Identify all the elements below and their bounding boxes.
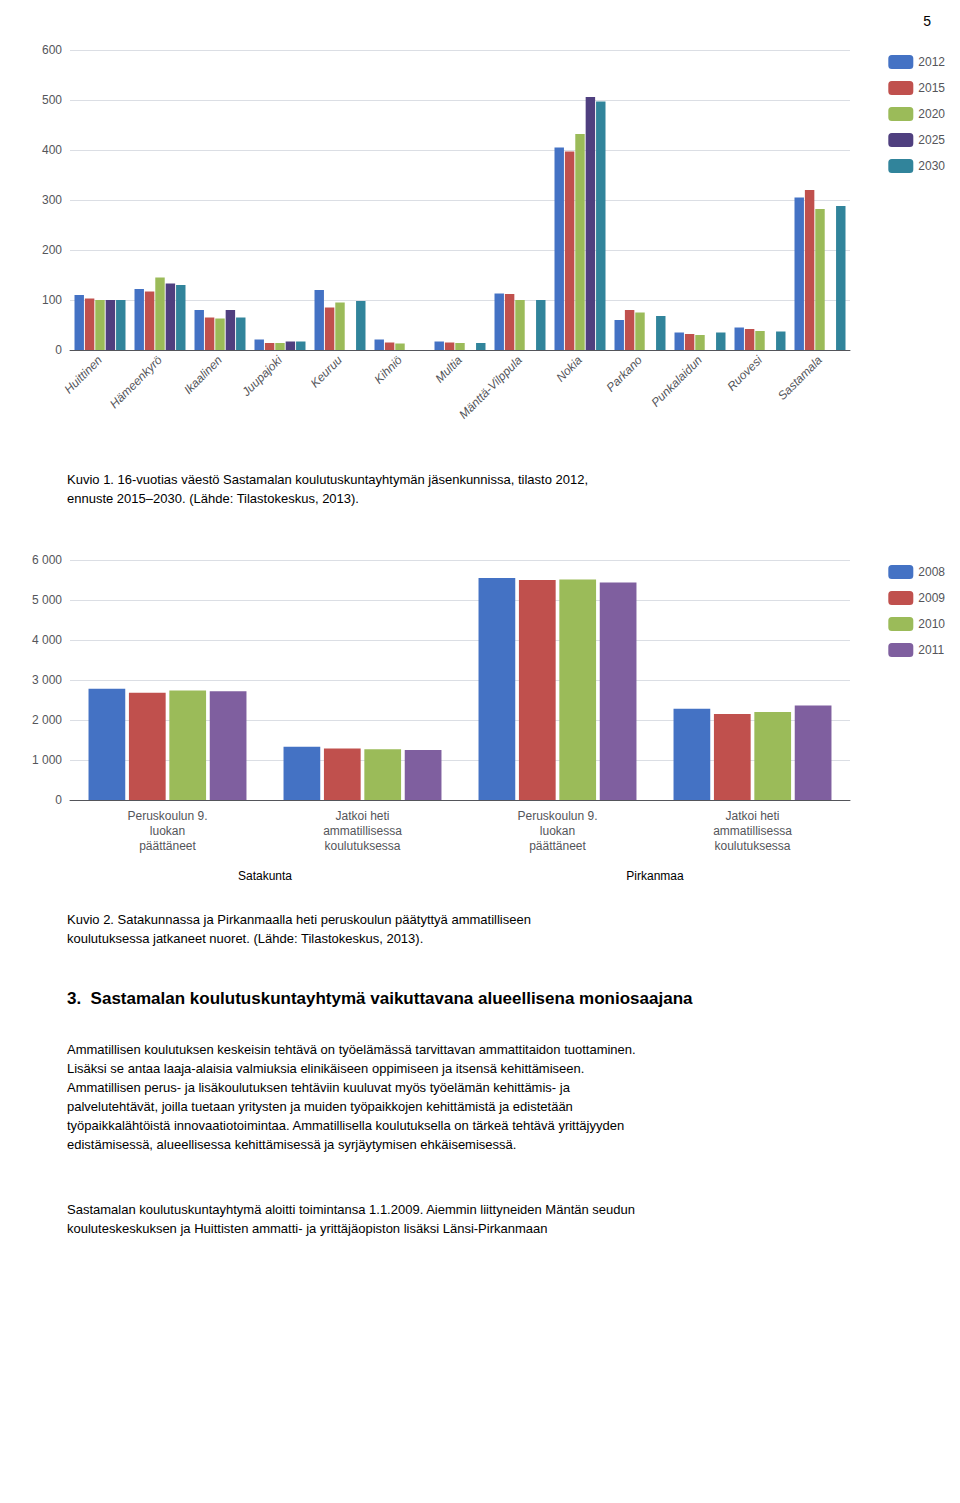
svg-text:300: 300 [42,193,62,207]
svg-text:päättäneet: päättäneet [529,839,586,853]
svg-text:2011: 2011 [918,643,944,657]
svg-text:työpaikkalähtöistä innovaatiot: työpaikkalähtöistä innovaatiotoimintaa. … [67,1118,624,1133]
svg-text:Kihniö: Kihniö [371,353,405,387]
svg-text:100: 100 [42,293,62,307]
svg-text:Jatkoi heti: Jatkoi heti [725,809,779,823]
svg-text:1 000: 1 000 [32,753,62,767]
svg-text:Nokia: Nokia [553,353,585,385]
svg-text:6 000: 6 000 [32,553,62,567]
svg-text:600: 600 [42,43,62,57]
svg-text:Kuvio 1. 16-vuotias väestö Sas: Kuvio 1. 16-vuotias väestö Sastamalan ko… [67,472,588,487]
svg-text:Ikaalinen: Ikaalinen [181,353,225,397]
svg-text:2020: 2020 [918,107,945,121]
svg-text:Hämeenkyrö: Hämeenkyrö [107,353,165,411]
svg-text:Parkano: Parkano [603,353,645,395]
svg-text:päättäneet: päättäneet [139,839,196,853]
svg-text:Ammatillisen koulutuksen keske: Ammatillisen koulutuksen keskeisin tehtä… [67,1042,636,1057]
svg-text:5: 5 [923,13,931,29]
svg-text:koulutuksessa jatkaneet nuoret: koulutuksessa jatkaneet nuoret. (Lähde: … [67,931,423,946]
svg-text:edistämisessä, alueellisessa k: edistämisessä, alueellisessa kehittämise… [67,1137,516,1152]
svg-text:500: 500 [42,93,62,107]
svg-text:luokan: luokan [150,824,185,838]
svg-text:ammatillisessa: ammatillisessa [323,824,402,838]
svg-text:2008: 2008 [918,565,945,579]
svg-text:200: 200 [42,243,62,257]
svg-text:ammatillisessa: ammatillisessa [713,824,792,838]
svg-text:Ruovesi: Ruovesi [724,353,765,394]
svg-text:Mänttä-Vilppula: Mänttä-Vilppula [456,353,525,422]
svg-text:2010: 2010 [918,617,945,631]
svg-text:Kuvio 2. Satakunnassa ja Pirka: Kuvio 2. Satakunnassa ja Pirkanmaalla he… [67,912,531,927]
svg-text:koulutuksessa: koulutuksessa [714,839,790,853]
svg-text:2009: 2009 [918,591,945,605]
svg-text:2030: 2030 [918,159,945,173]
svg-text:Peruskoulun 9.: Peruskoulun 9. [517,809,597,823]
svg-text:2 000: 2 000 [32,713,62,727]
svg-text:Sastamala: Sastamala [775,353,825,403]
svg-text:3 000: 3 000 [32,673,62,687]
svg-text:0: 0 [55,343,62,357]
svg-text:2015: 2015 [918,81,945,95]
svg-text:400: 400 [42,143,62,157]
svg-text:luokan: luokan [540,824,575,838]
svg-text:2012: 2012 [918,55,945,69]
svg-text:2025: 2025 [918,133,945,147]
svg-text:Pirkanmaa: Pirkanmaa [626,869,684,883]
svg-text:Jatkoi heti: Jatkoi heti [335,809,389,823]
svg-text:Sastamalan koulutuskuntayhtymä: Sastamalan koulutuskuntayhtymä aloitti t… [67,1202,635,1217]
svg-text:Juupajoki: Juupajoki [239,353,286,400]
svg-text:Keuruu: Keuruu [308,353,345,390]
svg-text:palvelutehtävät, joilla tuetaa: palvelutehtävät, joilla tuetaan yrityste… [67,1099,573,1114]
svg-text:Huittinen: Huittinen [62,353,106,397]
svg-text:ennuste 2015–2030. (Lähde: Til: ennuste 2015–2030. (Lähde: Tilastokeskus… [67,491,359,506]
svg-text:4 000: 4 000 [32,633,62,647]
svg-text:Peruskoulun 9.: Peruskoulun 9. [127,809,207,823]
svg-text:kouluteskeskuksen ja Huittiste: kouluteskeskuksen ja Huittisten ammatti-… [67,1221,548,1236]
svg-text:koulutuksessa: koulutuksessa [324,839,400,853]
svg-text:Satakunta: Satakunta [238,869,292,883]
svg-text:3. Sastamalan koulutuskuntayh: 3. Sastamalan koulutuskuntayhtymä vaikut… [67,989,693,1008]
svg-text:5 000: 5 000 [32,593,62,607]
svg-text:Punkalaidun: Punkalaidun [648,353,705,410]
svg-text:Lisäksi se antaa laaja-alaisia: Lisäksi se antaa laaja-alaisia valmiuksi… [67,1061,584,1076]
svg-text:Multia: Multia [432,353,465,386]
svg-text:Ammatillisen perus- ja lisäkou: Ammatillisen perus- ja lisäkoulutuksen t… [67,1080,571,1095]
svg-text:0: 0 [55,793,62,807]
